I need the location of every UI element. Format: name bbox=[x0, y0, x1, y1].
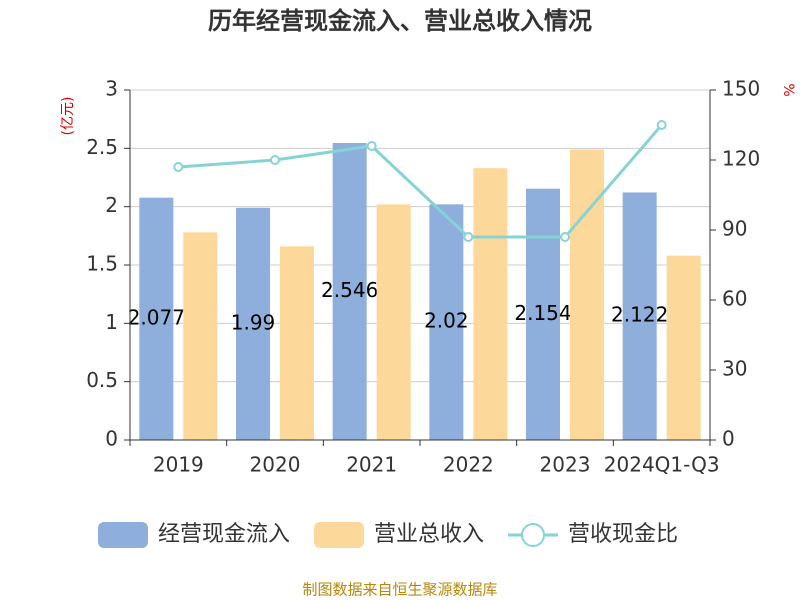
source-note: 制图数据来自恒生聚源数据库 bbox=[302, 581, 497, 599]
chart-title: 历年经营现金流入、营业总收入情况 bbox=[208, 7, 592, 35]
y2-tick-label: 30 bbox=[722, 357, 747, 381]
line-marker bbox=[560, 232, 570, 242]
data-label: 2.154 bbox=[514, 301, 571, 325]
legend-swatch bbox=[314, 522, 365, 548]
bar bbox=[570, 149, 604, 440]
y2-tick-label: 150 bbox=[722, 77, 760, 101]
x-tick-label: 2023 bbox=[540, 453, 591, 477]
legend-label: 营收现金比 bbox=[568, 522, 678, 547]
bar bbox=[183, 232, 218, 440]
line bbox=[178, 124, 663, 239]
legend-item: 营业总收入 bbox=[314, 522, 484, 548]
line-marker bbox=[173, 162, 184, 172]
y-axis-label: (亿元) bbox=[60, 97, 76, 136]
y2-tick-label: 120 bbox=[722, 147, 760, 171]
bar bbox=[280, 246, 314, 440]
y2-tick-label: 60 bbox=[722, 287, 747, 311]
y-tick-label: 0 bbox=[105, 427, 118, 451]
bar bbox=[473, 168, 508, 440]
data-label: 2.122 bbox=[611, 303, 668, 327]
bar bbox=[429, 204, 464, 440]
bar bbox=[236, 207, 270, 440]
y-tick-label: 2 bbox=[105, 193, 118, 217]
y-tick-label: 1 bbox=[105, 310, 118, 334]
x-tick-label: 2020 bbox=[250, 453, 301, 477]
bar bbox=[622, 192, 657, 440]
data-label: 2.02 bbox=[424, 309, 469, 333]
bar bbox=[332, 142, 367, 440]
x-tick-label: 2021 bbox=[346, 453, 397, 477]
y2-axis-label: % bbox=[780, 83, 796, 96]
legend-label: 营业总收入 bbox=[374, 522, 484, 547]
bar bbox=[526, 188, 560, 440]
legend-item: 经营现金流入 bbox=[98, 522, 290, 548]
data-label: 2.546 bbox=[321, 278, 378, 302]
x-tick-label: 2022 bbox=[443, 453, 494, 477]
bar bbox=[139, 197, 174, 440]
data-label: 1.99 bbox=[231, 310, 276, 334]
y-tick-label: 0.5 bbox=[86, 368, 118, 392]
line-marker bbox=[270, 155, 280, 165]
legend-swatch bbox=[98, 522, 148, 548]
line-marker bbox=[656, 120, 667, 130]
line-marker bbox=[366, 141, 377, 151]
bar bbox=[666, 255, 701, 440]
x-tick-label: 2024Q1-Q3 bbox=[604, 453, 720, 477]
y-tick-label: 1.5 bbox=[86, 252, 118, 276]
legend-label: 经营现金流入 bbox=[158, 522, 290, 547]
legend-item: 营收现金比 bbox=[508, 522, 678, 547]
y-tick-label: 2.5 bbox=[86, 135, 118, 159]
data-label: 2.077 bbox=[128, 305, 185, 329]
x-tick-label: 2019 bbox=[153, 453, 204, 477]
line-marker bbox=[463, 232, 474, 242]
y2-tick-label: 90 bbox=[722, 217, 747, 241]
y-tick-label: 3 bbox=[105, 77, 118, 101]
bar bbox=[376, 204, 411, 440]
y2-tick-label: 0 bbox=[722, 427, 735, 451]
legend-marker bbox=[521, 523, 546, 547]
